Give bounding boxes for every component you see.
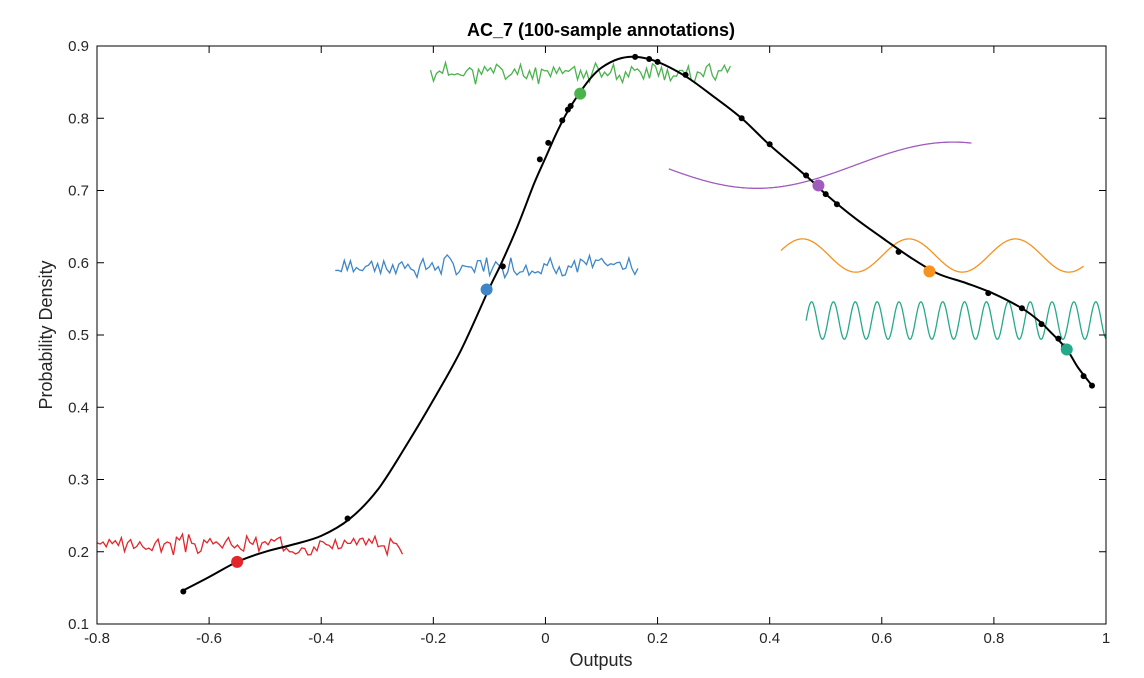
sample-marker	[1080, 373, 1087, 380]
x-tick-label: -0.4	[308, 630, 334, 647]
x-tick-label: 0.2	[647, 630, 668, 647]
annotation-trace-5	[805, 301, 1106, 341]
annotation-marker-5	[1060, 343, 1073, 356]
chart-title: AC_7 (100-sample annotations)	[467, 20, 735, 40]
sample-marker	[895, 248, 902, 255]
x-tick-label: -0.8	[84, 630, 110, 647]
sample-marker	[567, 102, 574, 109]
sample-marker	[344, 515, 351, 522]
annotation-trace-3	[668, 141, 972, 189]
sample-marker	[1088, 382, 1095, 389]
y-tick-label: 0.4	[68, 399, 89, 416]
y-axis: 0.1 0.2 0.3 0.4 0.5 0.6 0.7 0.8 0.9	[68, 38, 1106, 633]
plot-frame	[96, 45, 1107, 625]
annotation-trace-1	[335, 253, 639, 280]
y-axis-label: Probability Density	[36, 260, 56, 409]
sample-marker	[654, 58, 661, 65]
x-tick-label: 0.8	[983, 630, 1004, 647]
x-tick-label: 0.6	[871, 630, 892, 647]
sample-marker	[545, 139, 552, 146]
y-tick-label: 0.9	[68, 38, 89, 55]
sample-marker	[1018, 305, 1025, 312]
sample-marker	[822, 191, 829, 198]
sample-marker	[833, 201, 840, 208]
x-axis-label: Outputs	[569, 650, 632, 670]
annotation-marker-1	[480, 283, 493, 296]
y-tick-label: 0.3	[68, 472, 89, 489]
x-tick-label: -0.6	[196, 630, 222, 647]
sample-marker	[632, 53, 639, 60]
annotation-trace-2	[429, 60, 731, 85]
y-tick-label: 0.5	[68, 327, 89, 344]
sample-marker	[1055, 335, 1062, 342]
x-axis: -0.8 -0.6 -0.4 -0.2 0 0.2 0.4 0.6 0.8 1	[84, 46, 1110, 647]
sample-marker	[559, 117, 566, 124]
y-tick-label: 0.7	[68, 183, 89, 200]
sample-marker	[985, 290, 992, 297]
density-curve	[180, 55, 1093, 593]
annotation-marker-4	[923, 265, 936, 278]
y-tick-label: 0.6	[68, 255, 89, 272]
sample-marker	[499, 263, 506, 270]
annotation-trace-4	[780, 238, 1084, 273]
y-tick-label: 0.2	[68, 544, 89, 561]
x-tick-label: 0.4	[759, 630, 780, 647]
sample-marker	[738, 115, 745, 122]
annotation-marker-2	[574, 87, 587, 100]
sample-marker	[180, 588, 187, 595]
sample-marker	[646, 56, 653, 63]
annotation-trace-0	[97, 532, 404, 558]
annotation-marker-3	[812, 179, 825, 192]
x-tick-label: -0.2	[420, 630, 446, 647]
sample-marker	[1038, 321, 1045, 328]
sample-marker	[803, 172, 810, 179]
sample-marker	[766, 141, 773, 148]
x-tick-label: 1	[1102, 630, 1110, 647]
annotation-marker-0	[231, 555, 244, 568]
y-tick-label: 0.1	[68, 616, 89, 633]
sample-marker	[536, 156, 543, 163]
x-tick-label: 0	[541, 630, 549, 647]
plot-area	[97, 53, 1106, 595]
sample-marker	[682, 71, 689, 78]
y-tick-label: 0.8	[68, 110, 89, 127]
